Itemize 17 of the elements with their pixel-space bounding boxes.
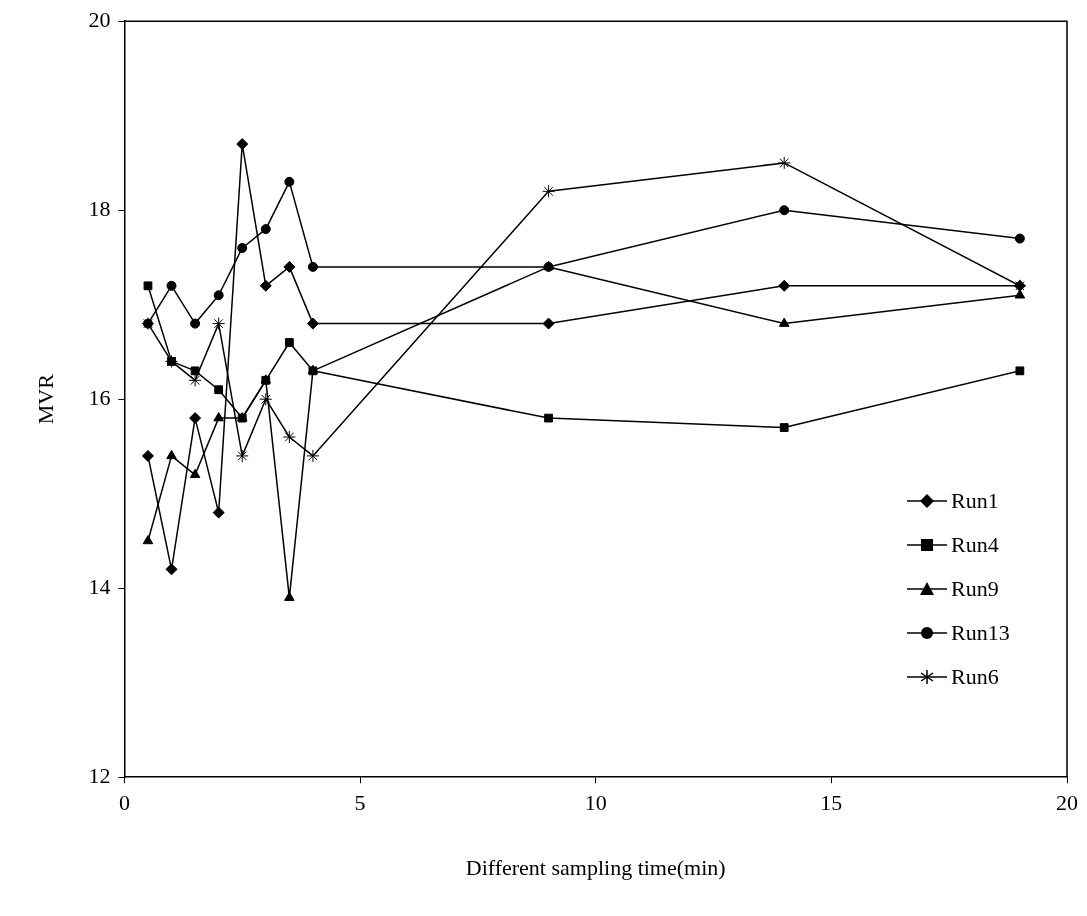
y-tick-label: 12: [88, 762, 111, 788]
x-tick-label: 20: [1056, 790, 1078, 816]
legend-label: Run9: [951, 576, 999, 603]
y-tick-label: 20: [88, 6, 111, 32]
x-tick-label: 0: [118, 790, 130, 816]
x-tick-label: 15: [820, 790, 843, 816]
legend-label: Run1: [951, 488, 999, 515]
y-tick-label: 14: [88, 573, 111, 599]
legend-label: Run13: [951, 620, 1010, 647]
legend-label: Run6: [951, 664, 999, 691]
legend-label: Run4: [951, 532, 999, 559]
y-axis-title: MVR: [32, 373, 58, 425]
x-tick-label: 10: [584, 790, 607, 816]
x-axis-title: Different sampling time(min): [465, 854, 726, 880]
y-tick-label: 18: [88, 195, 111, 221]
y-tick-label: 16: [88, 384, 111, 410]
x-tick-label: 5: [354, 790, 366, 816]
